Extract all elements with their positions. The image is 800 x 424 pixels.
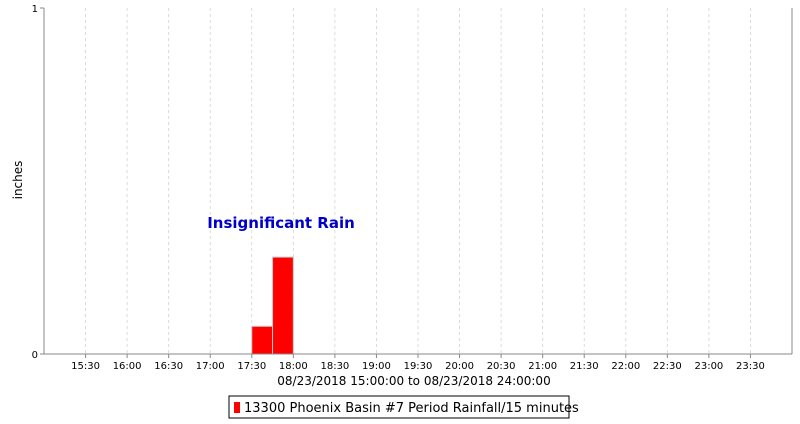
legend-box [228, 395, 570, 419]
x-axis-label: 08/23/2018 15:00:00 to 08/23/2018 24:00:… [277, 374, 550, 388]
x-tick-label: 23:00 [694, 361, 723, 372]
x-tick-label: 16:00 [113, 361, 142, 372]
x-tick-label: 20:00 [445, 361, 474, 372]
x-tick-label: 21:30 [570, 361, 599, 372]
y-ticks: 01 [32, 4, 44, 361]
rainfall-bar [251, 325, 274, 355]
x-tick-label: 17:30 [237, 361, 266, 372]
x-tick-label: 15:30 [71, 361, 100, 372]
y-axis-label: inches [11, 161, 25, 200]
x-tick-label: 19:00 [362, 361, 391, 372]
x-tick-label: 16:30 [154, 361, 183, 372]
bars [251, 256, 294, 355]
x-tick-label: 18:00 [279, 361, 308, 372]
x-tick-label: 22:30 [653, 361, 682, 372]
x-tick-label: 19:30 [404, 361, 433, 372]
legend-swatch [234, 402, 240, 413]
chart-annotation: Insignificant Rain [207, 214, 355, 232]
rainfall-bar [272, 256, 294, 355]
y-tick-label: 0 [32, 350, 38, 361]
legend: 13300 Phoenix Basin #7 Period Rainfall/1… [228, 395, 579, 419]
x-ticks: 15:30 16:00 16:30 17:00 17:30 18:00 18:30 19:00… [71, 354, 765, 372]
x-tick-label: 21:00 [528, 361, 557, 372]
x-tick-label: 22:00 [611, 361, 640, 372]
x-tick-label: 23:30 [736, 361, 765, 372]
x-tick-label: 18:30 [320, 361, 349, 372]
x-tick-label: 17:00 [196, 361, 225, 372]
grid-lines [85, 8, 751, 354]
x-tick-label: 20:30 [487, 361, 516, 372]
y-tick-label: 1 [32, 4, 38, 15]
legend-label: 13300 Phoenix Basin #7 Period Rainfall/1… [244, 401, 579, 416]
